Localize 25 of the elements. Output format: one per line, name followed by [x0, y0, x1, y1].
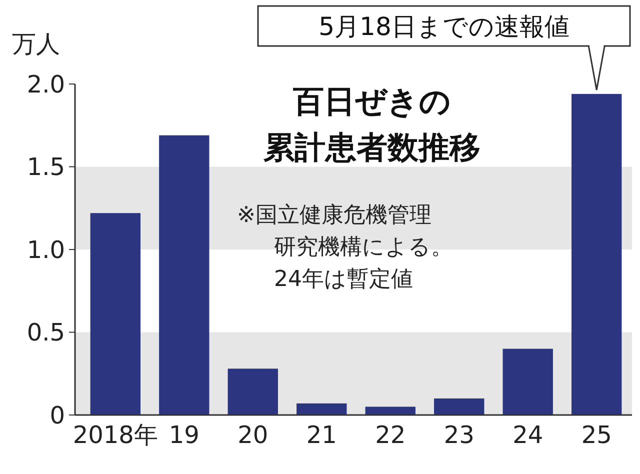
- y-tick-label: 0: [50, 401, 65, 430]
- annotation: 5月18日までの速報値: [318, 12, 570, 41]
- text: 百日ぜきの累計患者数推移: [264, 84, 480, 166]
- bar: [228, 368, 278, 415]
- x-tick-label: 23: [444, 421, 474, 449]
- bar: [572, 94, 622, 415]
- y-tick-label: 1.5: [26, 153, 65, 182]
- bar: [502, 348, 553, 415]
- bar: [296, 403, 347, 415]
- x-tick-label: 2018年: [72, 421, 158, 449]
- x-tick-label: 20: [238, 421, 268, 449]
- bar: [434, 398, 484, 415]
- x-tick-label: 24: [512, 421, 544, 449]
- y-tick-label: 0.5: [26, 318, 65, 347]
- bar: [365, 406, 416, 415]
- annotation: ※国立健康危機管理研究機構による。24年は暫定値: [237, 203, 453, 292]
- x-tick-label: 22: [375, 421, 406, 449]
- x-tick-label: 21: [306, 421, 337, 449]
- x-tick-label: 19: [168, 421, 200, 449]
- x-tick-label: 25: [581, 421, 612, 449]
- bar: [90, 213, 140, 415]
- bar: [159, 135, 210, 415]
- y-tick-label: 2.0: [26, 70, 65, 98]
- y-axis-title: 万人: [12, 30, 60, 58]
- y-tick-label: 1.0: [26, 236, 65, 264]
